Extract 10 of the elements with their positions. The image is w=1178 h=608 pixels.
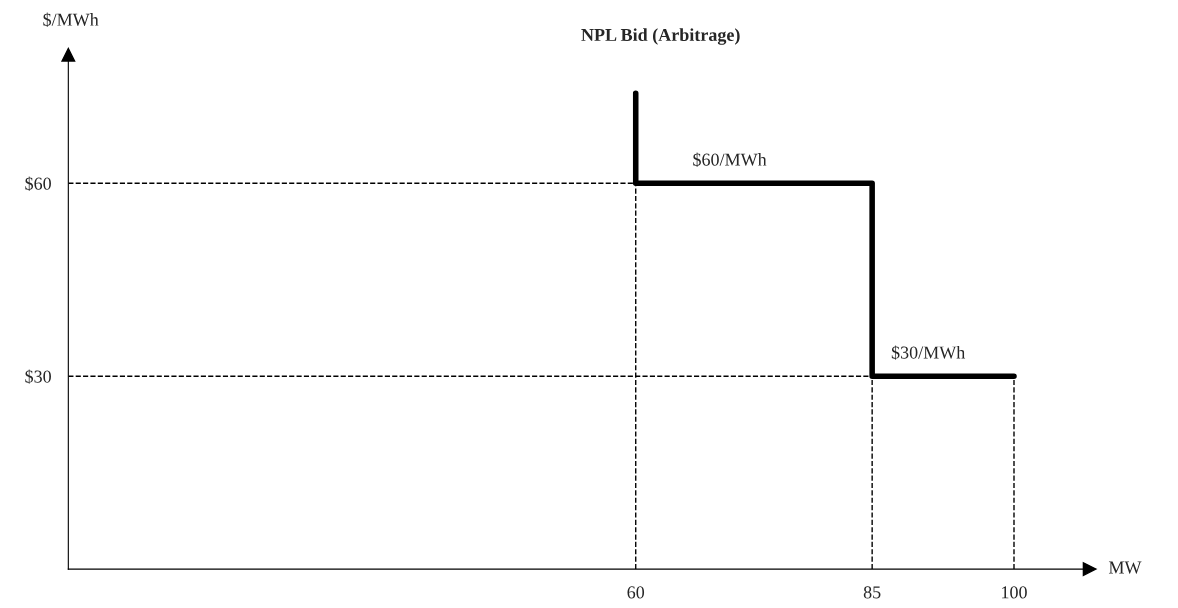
x-tick-label: 60 — [627, 586, 645, 599]
y-tick-label: $60 — [25, 176, 51, 191]
annotation: $60/MWh — [693, 152, 767, 167]
chart-title: NPL Bid (Arbitrage) — [581, 28, 740, 45]
y-tick-label: $30 — [25, 369, 51, 384]
x-tick-label: 100 — [1002, 586, 1027, 599]
x-axis-title: MW — [1108, 561, 1142, 574]
annotation: $30/MWh — [891, 345, 966, 360]
y-axis-title: $/MWh — [43, 12, 99, 27]
x-tick-label: 85 — [863, 586, 881, 599]
